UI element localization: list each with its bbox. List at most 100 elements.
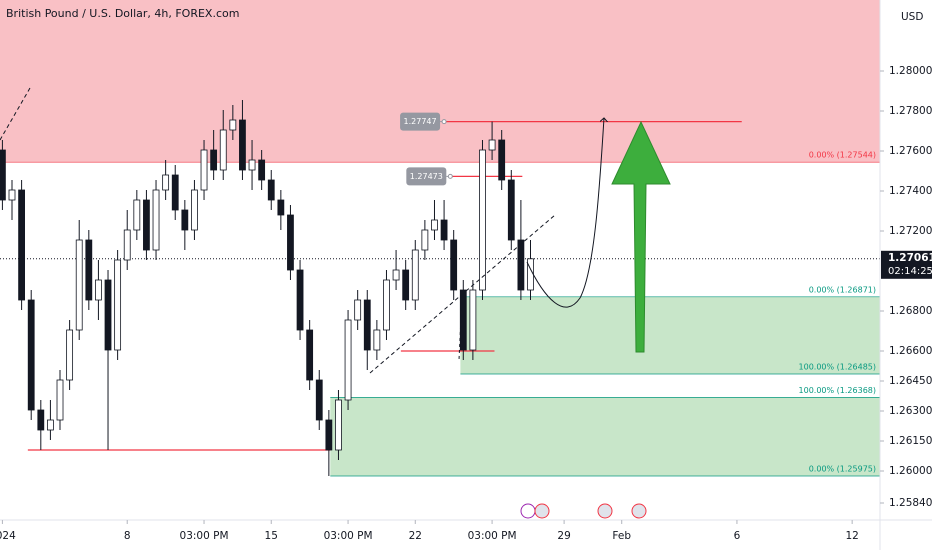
candle-body xyxy=(133,199,141,231)
time-axis xyxy=(0,520,932,550)
candle-body xyxy=(152,189,160,251)
zone-label: 0.00% (1.27544) xyxy=(809,151,876,160)
candle-body xyxy=(411,249,419,301)
candle-body xyxy=(488,139,496,151)
y-tick-label: 1.26600 xyxy=(889,345,932,357)
candle-body xyxy=(498,139,506,181)
zone xyxy=(0,0,880,163)
candle-body xyxy=(258,159,266,181)
candle-body xyxy=(47,419,54,431)
currency-label: USD xyxy=(901,11,923,23)
candle-body xyxy=(56,379,64,421)
x-tick-label: 03:00 PM xyxy=(468,530,517,542)
level-label: 1.27747 xyxy=(404,117,437,126)
candle-body xyxy=(239,119,246,171)
candle-body xyxy=(200,149,208,191)
candle-body xyxy=(517,239,525,291)
y-tick-label: 1.28000 xyxy=(889,65,932,77)
x-tick-label: 15 xyxy=(265,530,278,542)
trend-line xyxy=(369,214,556,374)
event-icon xyxy=(631,503,647,519)
candle-body xyxy=(18,189,26,301)
projection-curve xyxy=(526,118,604,308)
candle-body xyxy=(306,329,314,381)
x-tick-label: 22 xyxy=(409,530,422,542)
zone xyxy=(330,397,880,476)
zone-label: 0.00% (1.25975) xyxy=(809,465,876,474)
candle-body xyxy=(344,319,352,401)
candle-body xyxy=(277,199,285,216)
candle-body xyxy=(507,179,515,241)
x-tick-label: 03:00 PM xyxy=(324,530,373,542)
candle-body xyxy=(0,149,6,201)
y-tick-label: 1.27200 xyxy=(889,225,932,237)
last-price-label: 1.27061 xyxy=(888,252,932,264)
zone-label: 100.00% (1.26485) xyxy=(799,363,876,372)
candle-body xyxy=(267,179,275,201)
candle-body xyxy=(287,214,294,271)
candle-body xyxy=(440,219,448,241)
x-tick-label: Feb xyxy=(612,530,631,542)
y-tick-label: 1.25840 xyxy=(889,497,932,509)
y-tick-label: 1.26300 xyxy=(889,405,932,417)
level-label-box xyxy=(406,167,447,186)
event-icon xyxy=(597,503,613,519)
candle-body xyxy=(325,419,333,451)
candle-body xyxy=(75,239,83,331)
chart-title: British Pound / U.S. Dollar, 4h, FOREX.c… xyxy=(6,7,239,20)
candle-body xyxy=(162,174,170,191)
y-tick-label: 1.26000 xyxy=(889,465,932,477)
x-tick-label: 8 xyxy=(124,530,131,542)
x-tick-label: 6 xyxy=(734,530,741,542)
candle-body xyxy=(363,299,371,351)
candle-body xyxy=(373,329,381,351)
candles xyxy=(0,100,534,476)
y-tick-label: 1.27800 xyxy=(889,105,932,117)
candle-body xyxy=(248,159,256,171)
candle-body xyxy=(402,269,410,301)
candle-body xyxy=(469,289,477,351)
candle-body xyxy=(383,279,390,331)
candle-body xyxy=(421,229,429,251)
x-tick-label: 29 xyxy=(557,530,570,542)
plot-area: 100.00% (1.28273)0.00% (1.27842)0.00% (1… xyxy=(0,0,880,519)
event-icon xyxy=(520,503,536,519)
y-tick-label: 1.26150 xyxy=(889,435,932,447)
candle-body xyxy=(191,189,198,231)
candle-body xyxy=(219,129,227,171)
candle-body xyxy=(37,409,45,431)
level-label-box xyxy=(400,112,441,131)
candle-body xyxy=(479,149,486,291)
countdown-label: 02:14:25 xyxy=(888,266,932,277)
candle-body xyxy=(104,279,112,351)
candle-body xyxy=(210,149,218,171)
up-arrow xyxy=(611,120,671,353)
levels: 1.27747 1.27473 xyxy=(0,112,880,451)
candle-body xyxy=(354,299,362,321)
candle-body xyxy=(66,329,74,381)
zone-label: 100.00% (1.26368) xyxy=(799,386,876,395)
candle-body xyxy=(181,209,189,231)
y-tick-label: 1.27400 xyxy=(889,185,932,197)
event-icon xyxy=(534,503,550,519)
candle-body xyxy=(114,259,122,351)
candle-body xyxy=(95,279,102,301)
last-price-box xyxy=(881,250,932,279)
x-tick-label: 2024 xyxy=(0,530,16,542)
level-anchor xyxy=(441,119,447,125)
zone xyxy=(460,296,880,374)
level-label: 1.27473 xyxy=(410,172,443,181)
drawings xyxy=(0,87,671,519)
candle-body xyxy=(296,269,304,331)
candle-body xyxy=(335,399,342,451)
event-icons xyxy=(520,503,647,519)
candle-body xyxy=(123,229,131,261)
candle-body xyxy=(431,219,438,231)
candle-body xyxy=(27,299,35,411)
y-tick-label: 1.26450 xyxy=(889,375,932,387)
candle-body xyxy=(171,174,179,211)
zones: 100.00% (1.28273)0.00% (1.27842)0.00% (1… xyxy=(0,0,880,477)
candle-body xyxy=(392,269,400,281)
x-tick-label: 12 xyxy=(845,530,858,542)
